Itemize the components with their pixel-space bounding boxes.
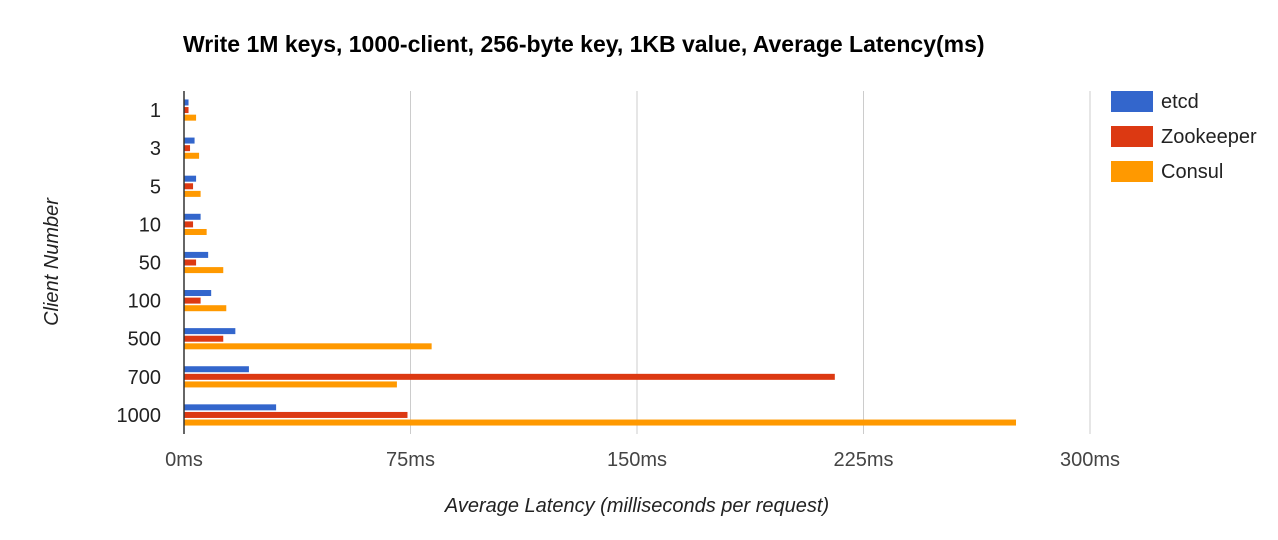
bar-consul-500 <box>184 343 432 350</box>
bars <box>184 99 1017 426</box>
y-axis-title: Client Number <box>41 197 63 326</box>
bar-etcd-700 <box>184 366 249 373</box>
category-label: 3 <box>150 138 161 160</box>
x-tick-label: 300ms <box>1060 449 1120 471</box>
legend-swatch <box>1111 161 1153 182</box>
legend-swatch <box>1111 126 1153 147</box>
bar-consul-5 <box>184 190 201 197</box>
bar-zookeeper-5 <box>184 183 194 190</box>
bar-zookeeper-100 <box>184 297 201 304</box>
bar-consul-1000 <box>184 419 1017 426</box>
x-tick-labels: 0ms 75ms 150ms 225ms 300ms <box>165 449 1120 471</box>
category-label: 100 <box>128 291 161 313</box>
legend-swatch <box>1111 91 1153 112</box>
bar-consul-1 <box>184 114 197 121</box>
category-label: 50 <box>139 253 161 275</box>
legend-label: etcd <box>1161 91 1199 113</box>
bar-etcd-500 <box>184 328 236 335</box>
bar-consul-700 <box>184 381 397 388</box>
category-label: 500 <box>128 329 161 351</box>
bar-zookeeper-700 <box>184 373 835 380</box>
legend: etcd Zookeeper Consul <box>1111 91 1257 183</box>
bar-zookeeper-50 <box>184 259 197 266</box>
grid-lines <box>410 91 1091 434</box>
bar-zookeeper-500 <box>184 335 224 342</box>
x-tick-label: 225ms <box>833 449 893 471</box>
x-tick-label: 0ms <box>165 449 203 471</box>
chart-title: Write 1M keys, 1000-client, 256-byte key… <box>183 31 985 57</box>
bar-zookeeper-1000 <box>184 411 408 418</box>
x-tick-label: 150ms <box>607 449 667 471</box>
category-label: 1000 <box>117 405 162 427</box>
bar-zookeeper-1 <box>184 107 189 114</box>
x-tick-label: 75ms <box>386 449 435 471</box>
bar-consul-50 <box>184 267 224 274</box>
bar-etcd-1000 <box>184 404 277 411</box>
category-label: 10 <box>139 214 161 236</box>
bar-zookeeper-10 <box>184 221 194 228</box>
bar-etcd-10 <box>184 213 201 220</box>
category-label: 700 <box>128 367 161 389</box>
legend-label: Consul <box>1161 161 1223 183</box>
bar-etcd-1 <box>184 99 189 106</box>
bar-etcd-5 <box>184 175 197 182</box>
legend-label: Zookeeper <box>1161 126 1257 148</box>
category-labels: 1 3 5 10 50 100 500 700 1000 <box>117 100 162 427</box>
bar-consul-100 <box>184 305 227 312</box>
bar-consul-10 <box>184 228 207 235</box>
bar-consul-3 <box>184 152 200 159</box>
bar-etcd-100 <box>184 290 212 297</box>
bar-etcd-3 <box>184 137 195 144</box>
bar-etcd-50 <box>184 251 209 258</box>
category-label: 5 <box>150 176 161 198</box>
category-label: 1 <box>150 100 161 122</box>
bar-zookeeper-3 <box>184 145 191 152</box>
x-axis-title: Average Latency (milliseconds per reques… <box>444 495 829 517</box>
